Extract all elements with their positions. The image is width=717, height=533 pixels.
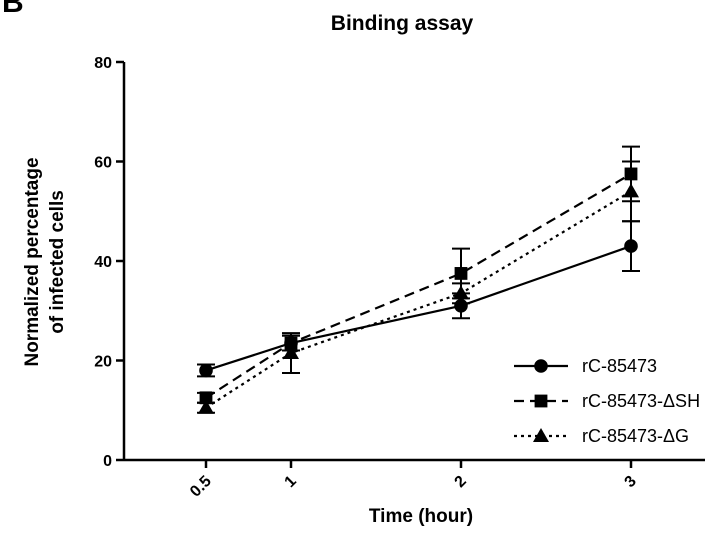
- y-tick-label: 0: [103, 453, 112, 470]
- legend-item: rC-85473-ΔSH: [514, 391, 700, 411]
- x-tick-label: 1: [282, 473, 300, 491]
- data-point: [198, 399, 214, 414]
- x-tick-label: 2: [452, 473, 470, 491]
- legend: rC-85473 rC-85473-ΔSH rC-85473-ΔG: [514, 356, 700, 446]
- legend-label: rC-85473: [582, 356, 657, 376]
- y-axis-title-line: of infected cells: [47, 190, 68, 334]
- plot-area: [197, 145, 640, 414]
- series-triangle: [197, 160, 640, 414]
- x-tick-label: 0.5: [187, 473, 215, 501]
- series-line: [205, 172, 632, 399]
- y-tick-label: 40: [94, 254, 112, 271]
- series-circle: [197, 220, 640, 378]
- data-point: [623, 183, 639, 198]
- legend-item: rC-85473-ΔG: [514, 426, 689, 446]
- legend-label: rC-85473-ΔG: [582, 426, 689, 446]
- panel-letter: B: [2, 0, 24, 19]
- y-axis-title: Normalized percentage of infected cells: [22, 157, 68, 366]
- chart-title: Binding assay: [331, 12, 474, 35]
- legend-item: rC-85473: [514, 356, 657, 376]
- legend-marker: [534, 359, 548, 373]
- legend-marker: [534, 394, 548, 408]
- data-point: [199, 363, 213, 378]
- series-line: [205, 245, 632, 372]
- x-axis-title: Time (hour): [369, 506, 473, 527]
- y-tick-label: 20: [94, 354, 112, 371]
- data-point: [453, 285, 469, 300]
- data-point: [283, 345, 299, 360]
- legend-label: rC-85473-ΔSH: [582, 391, 700, 411]
- data-point: [624, 239, 638, 253]
- data-point: [199, 391, 213, 405]
- data-point: [454, 267, 468, 280]
- y-tick-label: 80: [94, 55, 112, 72]
- legend-marker: [533, 428, 549, 442]
- x-tick-label: 3: [622, 473, 640, 491]
- y-tick-label: 60: [94, 155, 112, 172]
- series-line: [205, 190, 632, 409]
- series-square: [197, 145, 640, 405]
- y-axis-title-line: Normalized percentage: [22, 157, 43, 366]
